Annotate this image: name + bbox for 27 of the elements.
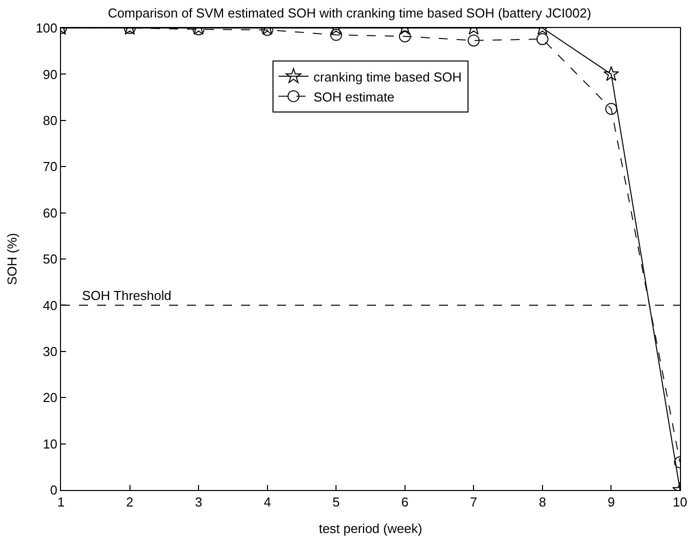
chart-title: Comparison of SVM estimated SOH with cranking time based SOH (battery JCI002) (108, 5, 592, 20)
legend-label: SOH estimate (314, 89, 394, 104)
y-tick-label: 0 (50, 482, 58, 498)
y-tick-label: 70 (42, 159, 58, 174)
y-tick-label: 10 (42, 436, 58, 452)
x-tick-label: 9 (608, 494, 615, 510)
y-tick-label: 20 (42, 390, 58, 406)
x-tick-label: 5 (332, 494, 340, 510)
ref-line-label: SOH Threshold (82, 288, 172, 303)
x-tick-label: 10 (672, 494, 688, 510)
y-tick-label: 80 (42, 112, 58, 128)
x-tick-label: 4 (264, 494, 271, 510)
x-tick-label: 7 (470, 494, 478, 510)
y-tick-label: 90 (42, 66, 58, 82)
x-tick-label: 2 (126, 494, 134, 510)
x-tick-label: 1 (57, 494, 65, 510)
y-tick-label: 60 (42, 205, 58, 220)
y-axis-title: SOH (%) (4, 233, 20, 285)
legend-label: cranking time based SOH (314, 69, 462, 84)
y-tick-label: 50 (42, 252, 58, 267)
x-axis-title: test period (week) (318, 521, 422, 536)
x-tick-label: 8 (538, 494, 546, 510)
y-tick-label: 40 (42, 298, 58, 313)
x-tick-label: 3 (194, 494, 202, 510)
y-tick-label: 30 (42, 344, 58, 359)
y-tick-label: 100 (36, 20, 58, 36)
x-tick-label: 6 (401, 494, 409, 510)
